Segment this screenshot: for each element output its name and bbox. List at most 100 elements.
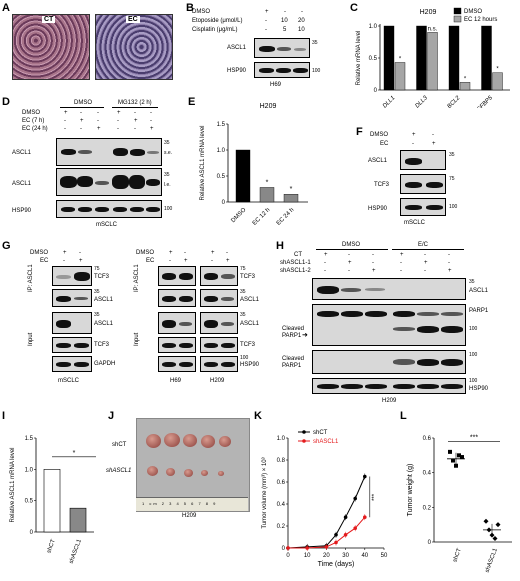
h-dmso-group: DMSO xyxy=(342,242,360,248)
h-hsp90-blot xyxy=(312,378,466,394)
b-hsp90-label: HSP90 xyxy=(227,68,247,74)
tumor-shct xyxy=(219,436,231,447)
d-row-ec7: EC (7 h) xyxy=(22,118,45,124)
d-sign: - xyxy=(150,118,152,124)
i-y-tick-label: 1.5 xyxy=(25,436,34,442)
h-cell-label: H209 xyxy=(382,398,397,404)
h-mw-100b: 100 xyxy=(469,352,478,358)
l-y-tick-label: 0 xyxy=(428,540,432,546)
b-cis-v2: 5 xyxy=(283,27,287,33)
g1-ec-v2: + xyxy=(79,258,83,264)
tumor-shct xyxy=(201,435,215,448)
k-x-tick-label: 40 xyxy=(361,553,368,559)
g1-in-ascl1-blot xyxy=(52,312,92,334)
panel-k-label: K xyxy=(254,410,262,422)
h-mw-100a: 100 xyxy=(469,326,478,332)
c-bar xyxy=(416,25,427,91)
f-tcf3-blot xyxy=(400,174,446,194)
f-cell-label: mSCLC xyxy=(404,220,426,226)
d-sign: - xyxy=(97,118,99,124)
b-cisplatin-label: Cisplatin (μg/mL) xyxy=(192,27,238,33)
g2-h209-ip-tcf3-blot xyxy=(200,266,238,286)
e-x-tick-label: DMSO xyxy=(230,207,247,224)
g1-in-ascl1-label: ASCL1 xyxy=(94,321,114,327)
g1-dmso-label: DMSO xyxy=(30,250,48,256)
d-ascl1-se-label: ASCL1 xyxy=(12,150,32,156)
l-point xyxy=(457,453,461,458)
k-chart: 0 0.2 0.4 0.6 0.8 1.0 0 10 20 30 40 50 Time (days) Tu… xyxy=(262,430,388,568)
g2-dmso-v4: - xyxy=(226,250,228,256)
h-row-sh2: shASCL1-2 xyxy=(280,268,311,274)
h-mw-35: 35 xyxy=(469,279,475,285)
b-mw-100: 100 xyxy=(312,68,321,74)
b-mw-35: 35 xyxy=(312,40,318,46)
d-mw-35b: 35 xyxy=(164,172,170,178)
d-row-dmso: DMSO xyxy=(22,110,40,116)
g2-ascl1-label: ASCL1 xyxy=(240,297,260,303)
k-point xyxy=(305,546,309,550)
e-title: H209 xyxy=(260,103,277,110)
d-sign: + xyxy=(134,118,138,124)
d-sign: + xyxy=(64,110,68,116)
k-legend-label: shASCL1 xyxy=(313,439,339,445)
k-point xyxy=(343,533,348,537)
k-sig: *** xyxy=(372,493,378,501)
panel-d-label: D xyxy=(2,96,10,108)
h-sign: - xyxy=(424,252,426,258)
h-sign: - xyxy=(448,252,450,258)
h-sign: - xyxy=(348,252,350,258)
g2-ec-v2: + xyxy=(184,258,188,264)
g2-mw-35a: 35 xyxy=(240,289,246,295)
g2-in-tcf3-label: TCF3 xyxy=(240,342,255,348)
b-etop-v2: 10 xyxy=(281,18,288,24)
h-sign: + xyxy=(324,252,328,258)
i-chart: 0 0.5 1.0 1.5 Relative ASCL1 mRNA level shCT s… xyxy=(10,436,96,565)
k-x-tick-label: 10 xyxy=(304,553,311,559)
k-y-label: Tumor volume (mm³) × 10³ xyxy=(262,457,268,528)
k-point xyxy=(353,496,357,501)
e-bar xyxy=(283,193,299,203)
h-row-sh1: shASCL1-1 xyxy=(280,260,311,266)
h-sign: + xyxy=(400,252,404,258)
g1-mw-35a: 35 xyxy=(94,289,100,295)
k-x-tick-label: 50 xyxy=(381,553,388,559)
b-cell-label: H69 xyxy=(270,82,282,88)
c-bar xyxy=(448,25,460,91)
tumor-shascl1 xyxy=(218,471,224,477)
f-ascl1-blot xyxy=(400,150,446,170)
d-cell-label: mSCLC xyxy=(96,222,118,228)
e-annotation: * xyxy=(266,179,269,186)
h-sign: - xyxy=(448,260,450,266)
tumor-shascl1 xyxy=(166,468,175,477)
l-point xyxy=(492,536,498,542)
k-legend-marker xyxy=(302,439,306,443)
g1-tcf3-label: TCF3 xyxy=(94,274,109,280)
g1-ip-ascl1-blot xyxy=(52,289,92,307)
h-cleaved-parp1-blot xyxy=(312,350,466,374)
c-x-tick-label: IGFBP5 xyxy=(475,95,495,108)
d-sign: - xyxy=(64,126,66,132)
h-sign: - xyxy=(400,260,402,266)
g2-mw-100: 100 xyxy=(240,355,249,361)
h-cleaved-label-1: Cleaved xyxy=(282,326,305,332)
g2-ec-v4: + xyxy=(226,258,230,264)
b-dmso-label: DMSO xyxy=(192,9,210,15)
h-sign: - xyxy=(424,268,426,274)
g1-in-tcf3-label: TCF3 xyxy=(94,342,109,348)
k-x-tick-label: 30 xyxy=(342,553,349,559)
g1-ascl1-label: ASCL1 xyxy=(94,297,114,303)
g1-ip-label: IP: ASCL1 xyxy=(28,264,34,292)
i-bar xyxy=(69,507,87,533)
e-bar xyxy=(259,187,275,203)
h-sign: + xyxy=(424,260,428,266)
f-dmso-label: DMSO xyxy=(370,132,388,138)
k-y-tick-label: 0.8 xyxy=(277,458,286,464)
g1-mw-75: 75 xyxy=(94,266,100,272)
b-dmso-v1: + xyxy=(265,9,269,15)
k-point xyxy=(334,533,338,537)
c-annotation: n.s. xyxy=(428,26,438,32)
g2-tcf3-label: TCF3 xyxy=(240,274,255,280)
f-dmso-v2: - xyxy=(432,132,434,138)
d-sign: - xyxy=(97,110,99,116)
d-sign: - xyxy=(80,110,82,116)
